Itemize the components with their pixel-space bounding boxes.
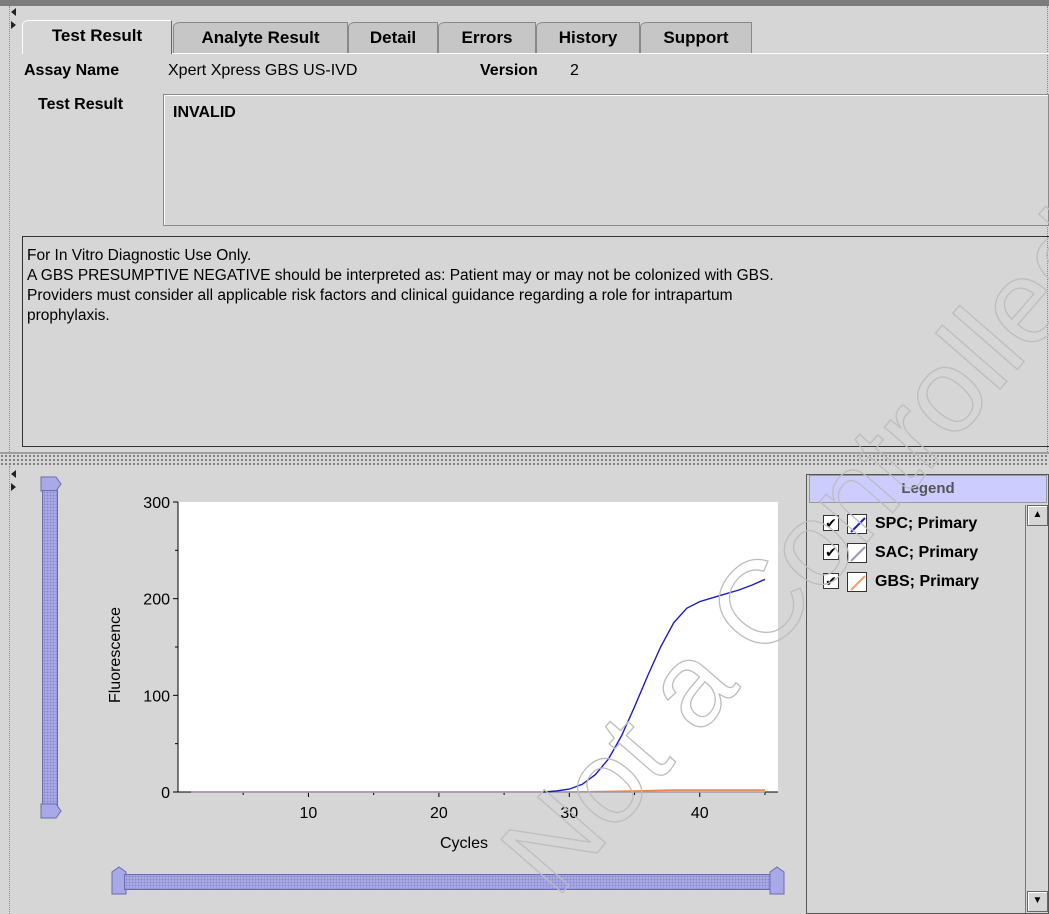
note-line: prophylaxis. [27,307,110,324]
y-tick-label: 200 [143,592,170,609]
legend-title: Legend [809,475,1047,503]
notes-panel: For In Vitro Diagnostic Use Only. A GBS … [22,236,1049,447]
test-result-label: Test Result [38,96,124,113]
version-value: 2 [570,62,579,79]
slider-top-handle-icon[interactable] [38,476,62,494]
legend-label-sac: SAC; Primary [875,544,979,561]
legend-scrollbar[interactable]: ▲ ▼ [1025,505,1048,913]
assay-name-value: Xpert Xpress GBS US-IVD [168,62,358,79]
legend-label-spc: SPC; Primary [875,515,978,532]
x-tick-label: 10 [300,805,318,822]
assay-name-label: Assay Name [24,62,120,79]
split-pane-divider[interactable] [0,452,1049,466]
scroll-up-icon[interactable]: ▲ [1027,505,1048,526]
plot-area [178,502,778,792]
x-tick-label: 30 [560,805,578,822]
vertical-slider-track[interactable] [42,490,58,808]
slider-bottom-handle-icon[interactable] [38,803,62,821]
tab-bar: Test Result Analyte Result Detail Errors… [22,20,1049,54]
note-line: Providers must consider all applicable r… [27,287,733,304]
y-tick-label: 300 [143,495,170,512]
line-swatch-icon [847,543,867,563]
legend-checkbox-gbs[interactable]: ✔ [823,573,839,589]
slider-right-handle-icon[interactable] [768,866,786,896]
top-panel-right-border [1047,6,1049,452]
tab-history[interactable]: History [536,22,640,53]
horizontal-slider-track[interactable] [124,874,774,890]
x-tick-label: 40 [691,805,709,822]
legend-label-gbs: GBS; Primary [875,573,980,590]
window-top-bar [0,0,1049,6]
x-axis-label: Cycles [440,835,488,852]
y-tick-label: 0 [161,785,170,802]
test-result-value: INVALID [173,104,236,121]
fluorescence-chart: 0 100 200 300 10 20 30 40 Cycles Fluorescence [107,495,778,852]
tab-test-result[interactable]: Test Result [22,20,172,54]
slider-left-handle-icon[interactable] [110,866,128,896]
version-label: Version [480,62,538,79]
x-tick-label: 20 [430,805,448,822]
tab-detail[interactable]: Detail [348,22,438,53]
tab-support[interactable]: Support [640,22,752,53]
horizontal-zoom-slider[interactable] [110,866,786,896]
series-line-spc [543,578,766,793]
tab-errors[interactable]: Errors [438,22,536,53]
collapse-arrows-icon-lower[interactable] [10,470,18,492]
legend-checkbox-sac[interactable]: ✔ [823,544,839,560]
scroll-down-icon[interactable]: ▼ [1027,891,1048,912]
y-axis-label: Fluorescence [107,607,124,703]
collapse-arrows-icon[interactable] [10,8,18,30]
y-tick-label: 100 [143,688,170,705]
note-line: For In Vitro Diagnostic Use Only. [27,247,252,264]
note-line: A GBS PRESUMPTIVE NEGATIVE should be int… [27,267,774,284]
line-swatch-icon [847,514,867,534]
test-result-field: INVALID [163,94,1049,226]
tab-analyte-result[interactable]: Analyte Result [173,22,348,53]
left-splitter-gutter-lower [9,466,10,914]
line-swatch-icon [847,572,867,592]
legend-checkbox-spc[interactable]: ✔ [823,515,839,531]
vertical-zoom-slider[interactable] [38,476,62,821]
left-splitter-gutter [9,6,10,452]
legend-list: ✔ SPC; Primary ✔ SAC; Primary ✔ GBS; Pri… [809,505,1024,913]
legend-panel: Legend ✔ SPC; Primary ✔ SAC; Primary ✔ G… [806,474,1049,914]
